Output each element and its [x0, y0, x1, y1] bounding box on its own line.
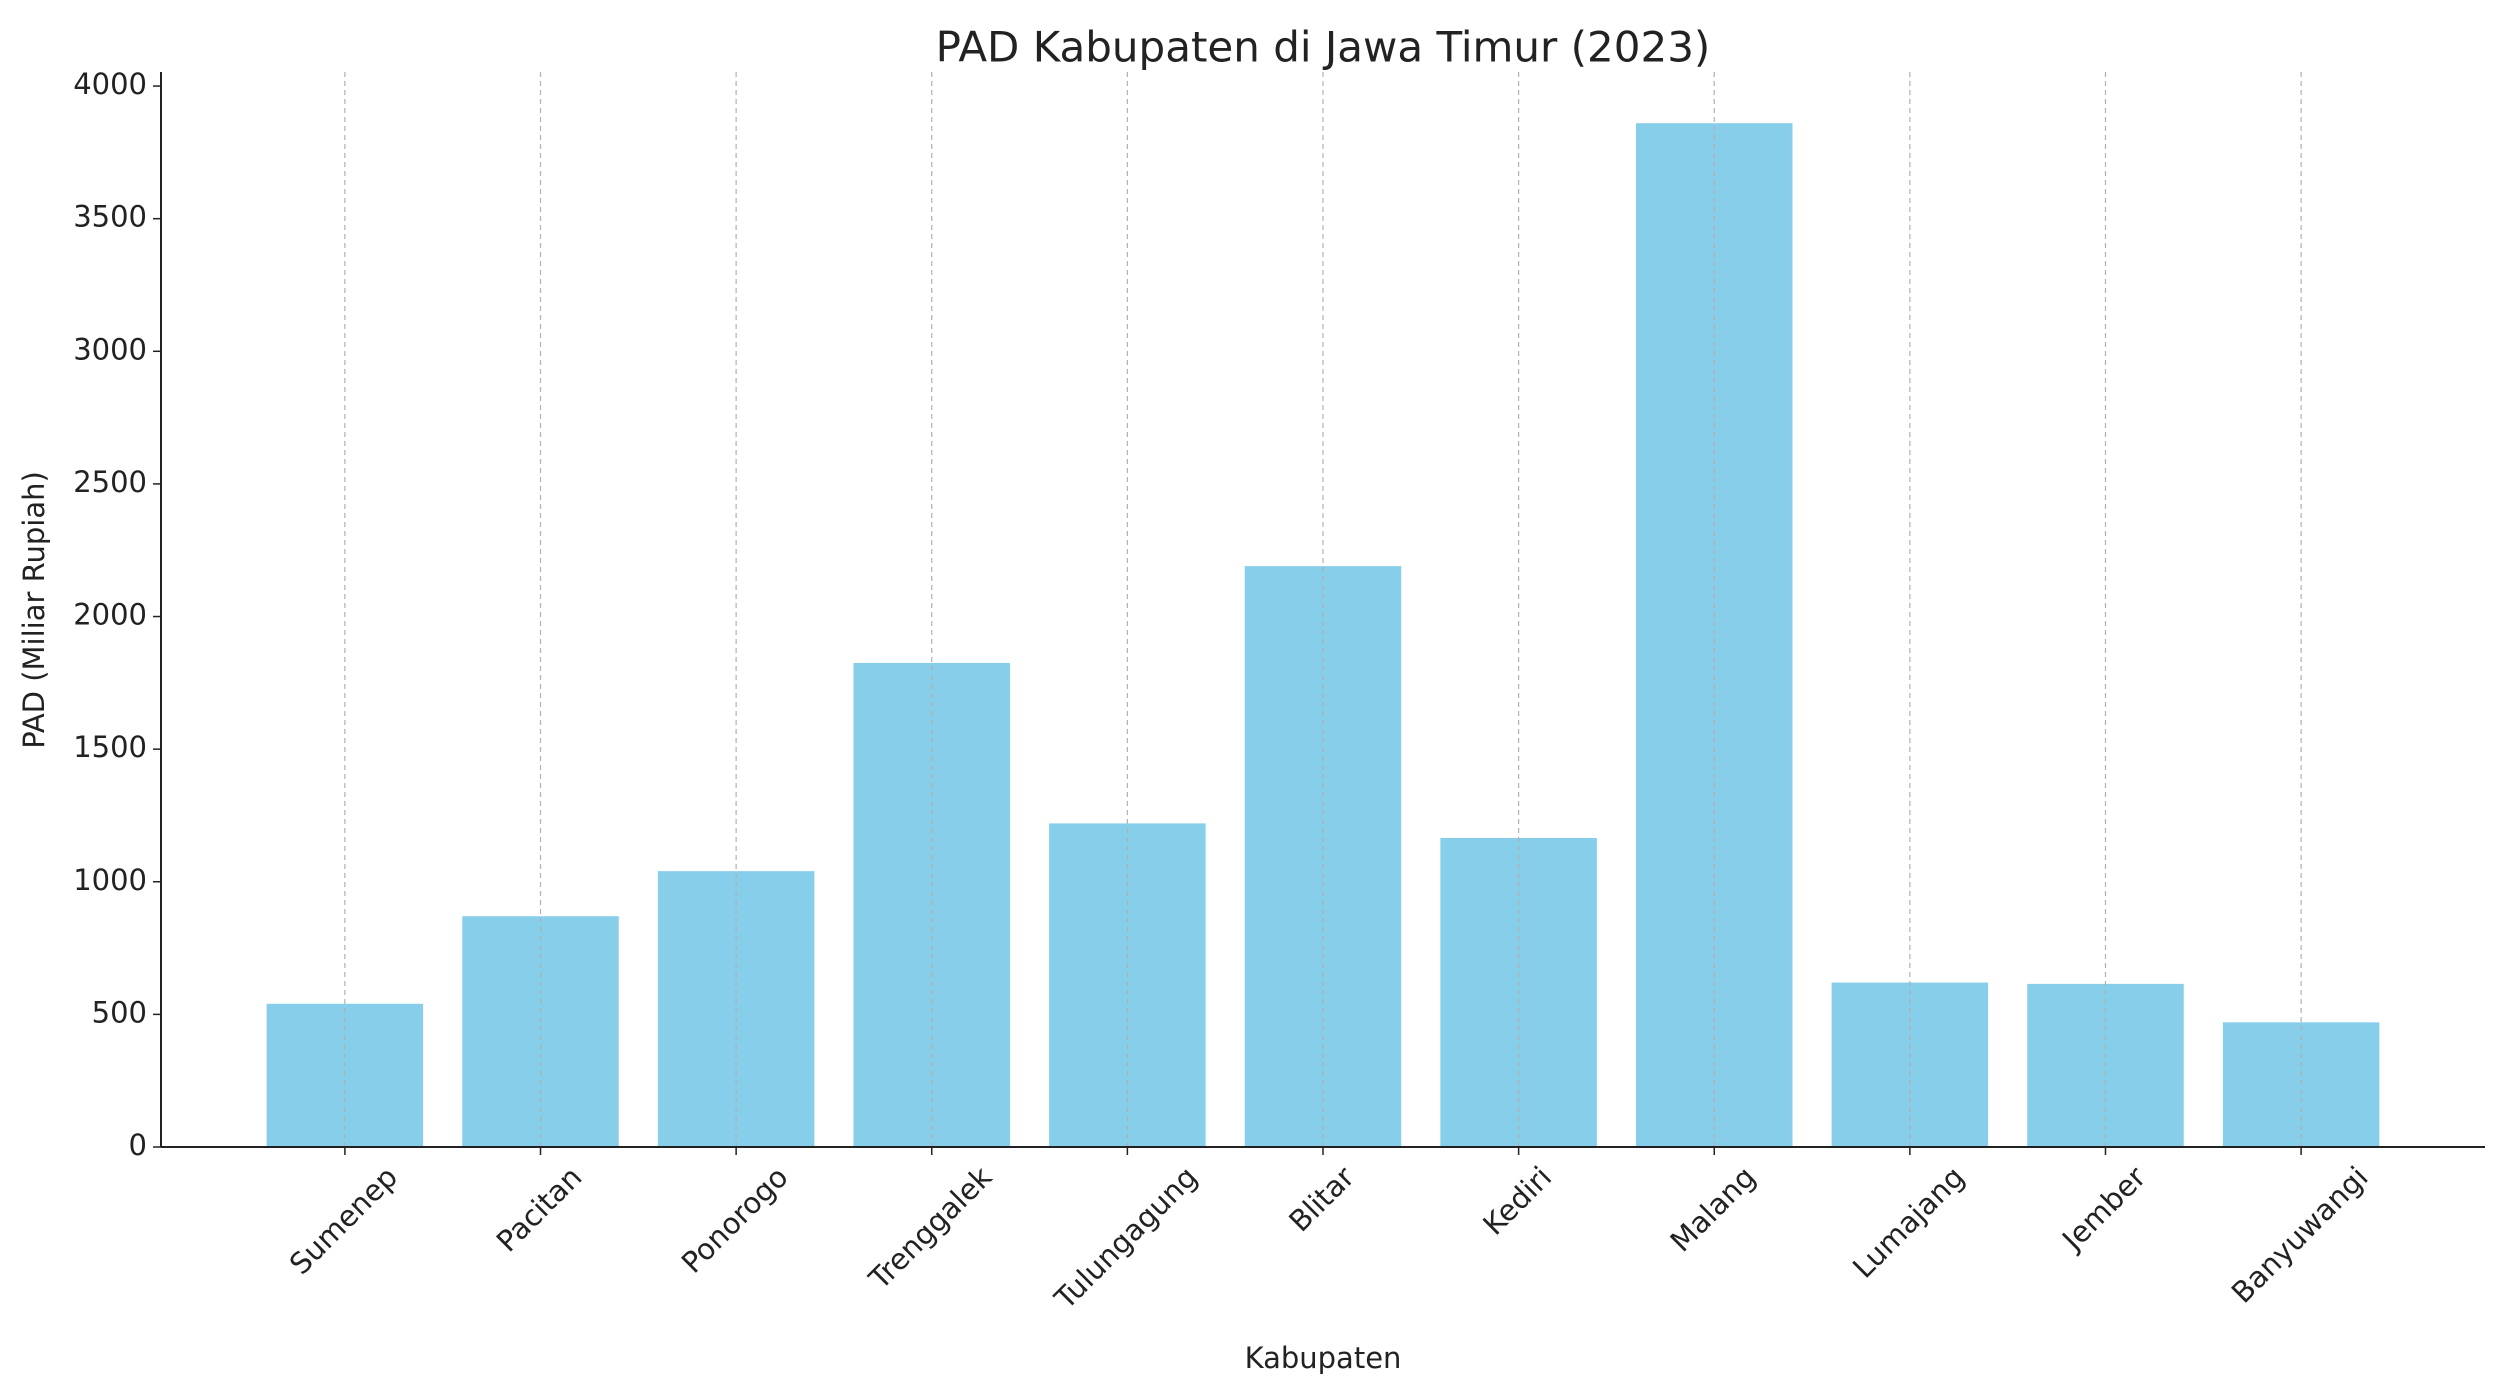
y-tick-label: 3500 [73, 200, 147, 234]
y-tick-label: 500 [92, 995, 147, 1029]
chart-title: PAD Kabupaten di Jawa Timur (2023) [936, 23, 1711, 72]
y-tick-label: 4000 [73, 67, 147, 101]
y-tick-label: 2500 [73, 465, 147, 499]
x-tick-label: Tulungagung [1047, 1160, 1203, 1316]
bar [462, 916, 619, 1147]
y-tick-label: 1500 [73, 730, 147, 764]
y-tick-label: 2000 [73, 598, 147, 632]
y-axis-label: PAD (Miliar Rupiah) [17, 471, 51, 749]
y-tick-label: 0 [129, 1128, 147, 1162]
x-axis-label: Kabupaten [1245, 1341, 1402, 1375]
x-tick-label: Blitar [1282, 1160, 1361, 1239]
x-tick-label: Banyuwangi [2225, 1160, 2375, 1310]
x-tick-label: Sumenep [283, 1160, 404, 1281]
x-tick-label: Pacitan [490, 1160, 589, 1259]
x-tick-label: Ponorogo [675, 1160, 795, 1280]
x-tick-label: Kediri [1476, 1160, 1558, 1242]
x-tick-label: Trenggalek [862, 1160, 999, 1297]
x-tick-label: Lumajang [1846, 1160, 1971, 1285]
x-tick-label: Jember [2054, 1160, 2152, 1258]
y-tick-label: 1000 [73, 863, 147, 897]
y-tick-label: 3000 [73, 332, 147, 366]
x-tick-label: Malang [1664, 1160, 1763, 1259]
